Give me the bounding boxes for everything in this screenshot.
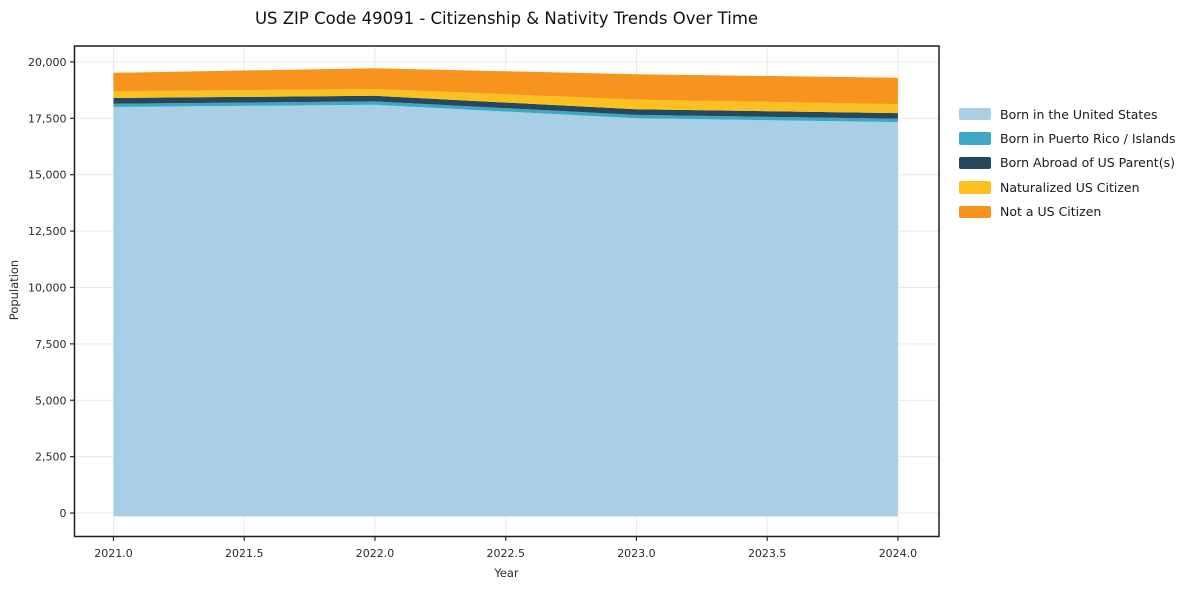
y-tick-label: 10,000 — [28, 281, 67, 294]
legend-label: Born Abroad of US Parent(s) — [1000, 155, 1175, 171]
area-not-a-us-citizen — [113, 68, 898, 105]
x-tick-label: 2024.0 — [879, 547, 918, 560]
y-tick-label: 2,500 — [35, 451, 67, 464]
area-born-in-the-united-states — [113, 104, 898, 517]
axis-ticks: 2021.0 2021.5 2022.0 2022.5 2023.0 2023.5 2024… — [28, 56, 917, 560]
legend-swatch — [959, 132, 991, 145]
legend-swatch — [959, 107, 991, 121]
area-born-abroad-of-us-parent-s — [113, 95, 898, 119]
legend-swatch — [959, 205, 991, 218]
legend-item: Born Abroad of US Parent(s) — [959, 151, 1176, 175]
legend-item: Naturalized US Citizen — [959, 175, 1176, 199]
y-tick-label: 17,500 — [28, 112, 67, 125]
legend-swatch — [959, 181, 991, 194]
y-tick-label: 20,000 — [28, 56, 67, 69]
x-tick-label: 2021.0 — [94, 547, 133, 560]
y-tick-label: 0 — [60, 507, 67, 520]
y-axis-title: Population — [7, 259, 21, 321]
legend-swatch — [959, 156, 991, 170]
x-tick-label: 2021.5 — [225, 547, 264, 560]
y-tick-label: 5,000 — [35, 394, 67, 407]
legend-item: Not a US Citizen — [959, 200, 1176, 224]
panel-border — [73, 45, 940, 538]
legend: Born in the United States Born in Puerto … — [959, 102, 1176, 224]
area-naturalized-us-citizen — [113, 89, 898, 114]
x-tick-label: 2022.5 — [486, 547, 525, 560]
area-born-in-puerto-rico-islands — [113, 101, 898, 123]
x-tick-label: 2022.0 — [356, 547, 395, 560]
x-tick-label: 2023.0 — [617, 547, 656, 560]
stacked-areas — [113, 68, 898, 517]
legend-label: Born in the United States — [1000, 106, 1158, 122]
y-tick-label: 12,500 — [28, 225, 67, 238]
legend-label: Born in Puerto Rico / Islands — [1000, 131, 1176, 147]
y-tick-label: 7,500 — [35, 338, 67, 351]
legend-label: Not a US Citizen — [1000, 204, 1102, 220]
chart-title: US ZIP Code 49091 - Citizenship & Nativi… — [254, 9, 759, 28]
x-axis-title: Year — [494, 566, 519, 580]
legend-label: Naturalized US Citizen — [1000, 179, 1140, 195]
legend-item: Born in the United States — [959, 102, 1176, 126]
x-tick-label: 2023.5 — [748, 547, 787, 560]
y-tick-label: 15,000 — [28, 169, 67, 182]
legend-item: Born in Puerto Rico / Islands — [959, 126, 1176, 150]
